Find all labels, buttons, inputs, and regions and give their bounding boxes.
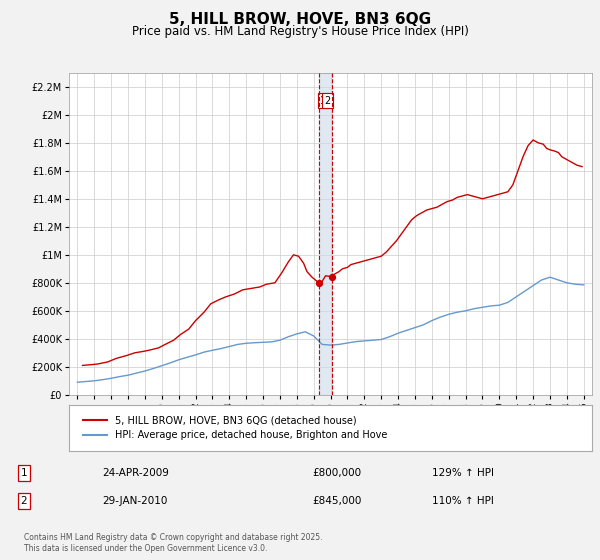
Text: 1: 1: [320, 96, 326, 106]
Text: 29-JAN-2010: 29-JAN-2010: [102, 496, 167, 506]
Text: Contains HM Land Registry data © Crown copyright and database right 2025.
This d: Contains HM Land Registry data © Crown c…: [24, 533, 323, 553]
Text: 129% ↑ HPI: 129% ↑ HPI: [432, 468, 494, 478]
Point: [314, 278, 324, 287]
Text: 5, HILL BROW, HOVE, BN3 6QG: 5, HILL BROW, HOVE, BN3 6QG: [169, 12, 431, 27]
Text: 24-APR-2009: 24-APR-2009: [102, 468, 169, 478]
Legend: 5, HILL BROW, HOVE, BN3 6QG (detached house), HPI: Average price, detached house: 5, HILL BROW, HOVE, BN3 6QG (detached ho…: [79, 412, 391, 444]
Bar: [319, 73, 332, 395]
Point: [327, 272, 337, 281]
Text: 2: 2: [20, 496, 28, 506]
Text: 1: 1: [20, 468, 28, 478]
Text: 110% ↑ HPI: 110% ↑ HPI: [432, 496, 494, 506]
Text: Price paid vs. HM Land Registry's House Price Index (HPI): Price paid vs. HM Land Registry's House …: [131, 25, 469, 38]
Text: 2: 2: [325, 96, 331, 106]
Text: £800,000: £800,000: [312, 468, 361, 478]
Text: £845,000: £845,000: [312, 496, 361, 506]
